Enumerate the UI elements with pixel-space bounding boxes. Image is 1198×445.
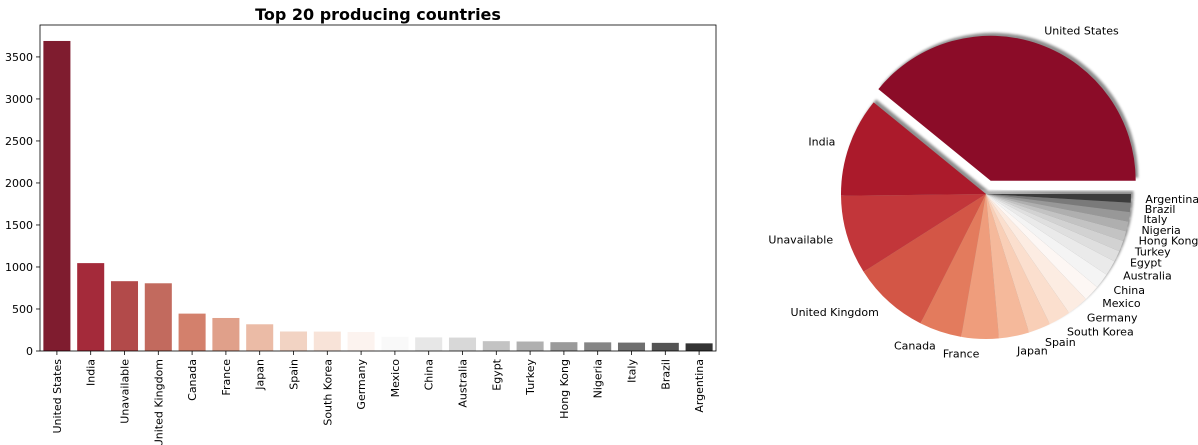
pie-label-china: China bbox=[1114, 284, 1145, 297]
bar-series bbox=[43, 40, 713, 351]
pie-slice-france bbox=[961, 194, 999, 339]
bar-x-axis: United States India Unavailable United King… bbox=[51, 351, 706, 445]
bar-chart-title: Top 20 producing countries bbox=[255, 5, 501, 24]
x-tick-label-united-states: United States bbox=[51, 359, 64, 434]
pie-slice-egypt bbox=[986, 194, 1120, 262]
pie-slice-south-korea bbox=[986, 194, 1070, 325]
bar-italy bbox=[617, 342, 646, 351]
x-tick-label-hong-kong: Hong Kong bbox=[558, 359, 571, 419]
x-tick-label-china: China bbox=[423, 359, 436, 390]
y-tick-label: 1500 bbox=[5, 219, 33, 232]
x-tick-label-egypt: Egypt bbox=[490, 358, 503, 390]
bar-mexico bbox=[381, 336, 409, 351]
x-tick-label-nigeria: Nigeria bbox=[592, 359, 605, 398]
x-tick-label-canada: Canada bbox=[186, 359, 199, 401]
pie-slice-italy bbox=[986, 194, 1130, 222]
pie-label-germany: Germany bbox=[1087, 312, 1138, 325]
pie-slice-unavailable bbox=[841, 194, 986, 272]
bar-france bbox=[212, 317, 240, 351]
y-tick-label: 2000 bbox=[5, 177, 33, 190]
pie-slice-united-kingdom bbox=[863, 194, 986, 324]
bar-hong-kong bbox=[550, 342, 578, 351]
pie-label-india: India bbox=[808, 135, 835, 148]
pie-slice-india bbox=[840, 102, 986, 196]
bar-australia bbox=[448, 337, 477, 351]
bar-south-korea bbox=[313, 331, 341, 351]
y-tick-label: 3000 bbox=[5, 93, 33, 106]
bar-plot-frame bbox=[39, 24, 717, 352]
x-tick-label-spain: Spain bbox=[288, 359, 301, 390]
pie-label-argentina: Argentina bbox=[1145, 193, 1198, 206]
x-tick-label-india: India bbox=[85, 359, 98, 386]
pie-label-australia: Australia bbox=[1123, 270, 1172, 283]
bar-brazil bbox=[651, 342, 679, 351]
bar-canada bbox=[178, 313, 206, 351]
pie-label-brazil: Brazil bbox=[1145, 203, 1176, 216]
pie-slice-canada bbox=[920, 194, 986, 337]
bar-united-states bbox=[43, 40, 71, 351]
pie-label-japan: Japan bbox=[1016, 344, 1048, 357]
pie-label-south-korea: South Korea bbox=[1067, 325, 1134, 338]
x-tick-label-argentina: Argentina bbox=[693, 359, 706, 413]
x-tick-label-united-kingdom: United Kingdom bbox=[152, 359, 165, 445]
pie-label-italy: Italy bbox=[1144, 213, 1168, 226]
pie-slice-japan bbox=[986, 194, 1030, 339]
y-tick-label: 3500 bbox=[5, 51, 33, 64]
x-tick-label-italy: Italy bbox=[626, 359, 639, 383]
y-tick-label: 2500 bbox=[5, 135, 33, 148]
pie-slice-nigeria bbox=[986, 194, 1129, 232]
pie-slice-united-states bbox=[878, 35, 1136, 181]
x-tick-label-japan: Japan bbox=[254, 359, 267, 391]
bar-india bbox=[77, 263, 105, 351]
bar-turkey bbox=[516, 341, 544, 351]
pie-label-canada: Canada bbox=[894, 339, 936, 352]
bar-nigeria bbox=[584, 342, 612, 351]
pie-slice-germany bbox=[986, 194, 1086, 313]
x-tick-label-turkey: Turkey bbox=[524, 359, 537, 396]
pie-slice-spain bbox=[986, 194, 1050, 333]
x-tick-label-south-korea: South Korea bbox=[321, 359, 334, 426]
x-tick-label-mexico: Mexico bbox=[389, 359, 402, 398]
bar-chart: Top 20 producing countries 0 500 1000 1500 2… bbox=[5, 5, 717, 445]
bar-china bbox=[415, 337, 443, 351]
pie-slice-hong-kong bbox=[986, 194, 1127, 242]
pie-label-france: France bbox=[943, 347, 980, 360]
y-tick-label: 0 bbox=[26, 345, 33, 358]
pie-label-nigeria: Nigeria bbox=[1141, 224, 1180, 237]
pie-labels: United States India Unavailable United King… bbox=[768, 25, 1198, 361]
bar-y-axis: 0 500 1000 1500 2000 2500 3000 3500 bbox=[5, 51, 40, 358]
bar-japan bbox=[246, 324, 274, 351]
x-tick-label-france: France bbox=[220, 359, 233, 396]
bar-unavailable bbox=[110, 281, 139, 351]
y-tick-label: 500 bbox=[12, 303, 33, 316]
pie-label-united-states: United States bbox=[1044, 25, 1119, 38]
bar-germany bbox=[347, 332, 375, 351]
pie-label-turkey: Turkey bbox=[1134, 245, 1171, 258]
pie-slices bbox=[840, 35, 1136, 339]
bar-spain bbox=[279, 331, 308, 351]
bar-argentina bbox=[685, 343, 713, 351]
pie-slice-turkey bbox=[986, 194, 1124, 252]
x-tick-label-unavailable: Unavailable bbox=[119, 359, 132, 424]
x-tick-label-australia: Australia bbox=[457, 359, 470, 408]
pie-label-spain: Spain bbox=[1045, 336, 1076, 349]
pie-label-unavailable: Unavailable bbox=[768, 233, 833, 246]
pie-label-hong-kong: Hong Kong bbox=[1139, 234, 1198, 247]
pie-chart: United States India Unavailable United King… bbox=[768, 25, 1198, 361]
pie-slice-china bbox=[986, 194, 1107, 288]
bar-united-kingdom bbox=[144, 283, 172, 351]
pie-slice-australia bbox=[986, 194, 1115, 275]
bar-egypt bbox=[482, 341, 510, 351]
pie-label-mexico: Mexico bbox=[1102, 297, 1141, 310]
pie-slice-brazil bbox=[986, 194, 1131, 213]
x-tick-label-brazil: Brazil bbox=[659, 359, 672, 390]
pie-slice-argentina bbox=[986, 194, 1131, 203]
x-tick-label-germany: Germany bbox=[355, 359, 368, 410]
pie-slice-mexico bbox=[986, 194, 1098, 300]
y-tick-label: 1000 bbox=[5, 261, 33, 274]
pie-label-egypt: Egypt bbox=[1130, 257, 1162, 270]
pie-label-united-kingdom: United Kingdom bbox=[791, 306, 879, 319]
